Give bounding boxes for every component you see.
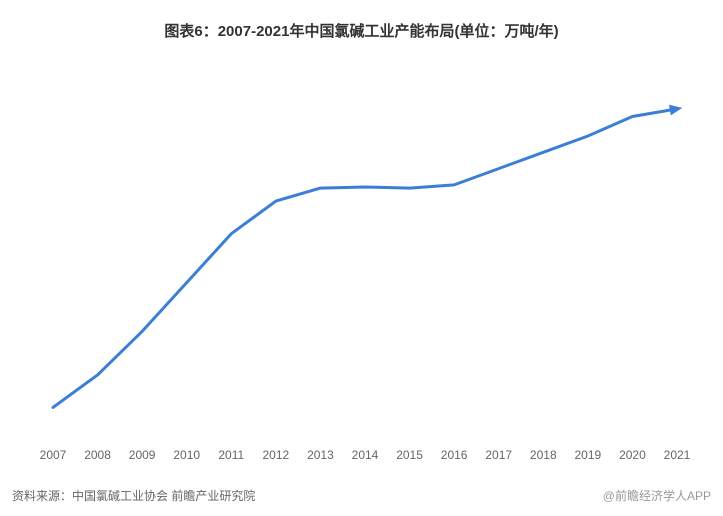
x-tick-label: 2007 (40, 448, 67, 462)
x-tick-label: 2015 (396, 448, 423, 462)
x-tick-label: 2011 (218, 448, 244, 462)
x-tick-label: 2018 (530, 448, 557, 462)
end-arrow-icon (669, 105, 682, 116)
x-tick-label: 2012 (262, 448, 289, 462)
source-label: 资料来源：中国氯碱工业协会 前瞻产业研究院 (12, 487, 255, 504)
chart-title: 图表6：2007-2021年中国氯碱工业产能布局(单位：万吨/年) (0, 20, 723, 41)
watermark-label: @前瞻经济学人APP (603, 487, 711, 504)
x-tick-label: 2009 (129, 448, 156, 462)
line-chart (35, 60, 695, 440)
x-tick-label: 2016 (441, 448, 468, 462)
x-tick-label: 2019 (574, 448, 601, 462)
x-tick-label: 2008 (84, 448, 111, 462)
x-tick-label: 2014 (352, 448, 379, 462)
data-line (53, 109, 677, 408)
x-tick-label: 2013 (307, 448, 334, 462)
x-tick-label: 2021 (664, 448, 691, 462)
x-axis-labels: 2007 2008 2009 2010 2011 2012 2013 2014 2015 2016… (35, 448, 695, 468)
x-tick-label: 2017 (485, 448, 512, 462)
x-tick-label: 2010 (173, 448, 200, 462)
x-tick-label: 2020 (619, 448, 646, 462)
chart-container: 图表6：2007-2021年中国氯碱工业产能布局(单位：万吨/年) 200720… (0, 0, 723, 516)
